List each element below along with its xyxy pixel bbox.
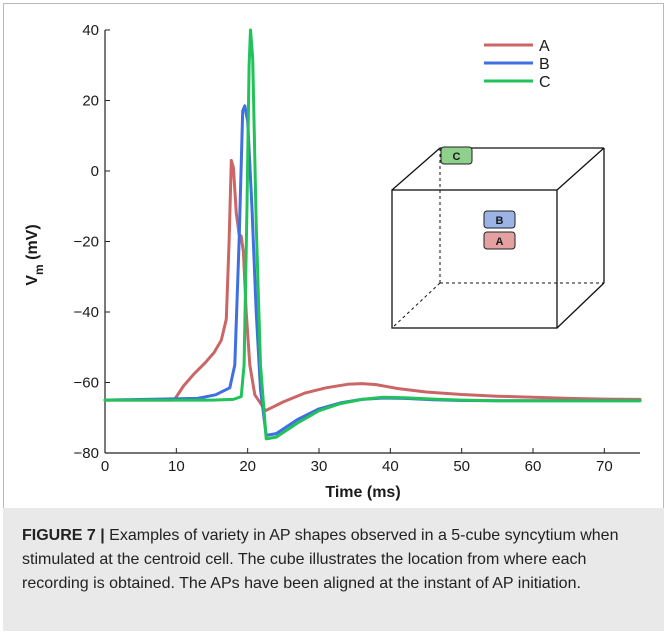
x-tick-label: 20 [239,458,256,475]
legend-label-a: A [539,38,550,55]
y-axis-label-subscript: m [32,264,46,275]
y-axis-ticks: 40 20 0 −20 −40 −60 −80 [74,22,110,462]
legend: ABC [484,38,551,91]
y-tick-label: 0 [91,163,99,180]
x-tick-label: 30 [311,458,328,475]
recording-site-box-c [440,146,473,165]
cube-front-face [391,189,558,329]
x-tick-label: 70 [596,458,613,475]
series-line-c [103,28,642,441]
x-tick-label: 50 [453,458,470,475]
series-line-a [103,158,642,413]
figure-caption: FIGURE 7 | Examples of variety in AP sha… [22,524,652,596]
recording-site-label-c: C [453,151,461,163]
y-tick-label: −80 [74,445,99,462]
x-tick-label: 60 [525,458,542,475]
recording-site-box-a [483,231,516,250]
y-axis-label-symbol: V [24,275,41,286]
y-axis-label-unit: (mV) [24,224,41,264]
y-tick-label: −60 [74,375,99,392]
x-tick-label: 0 [101,458,109,475]
x-axis-ticks: 0 10 20 30 40 50 60 70 [101,448,613,475]
y-axis-label: Vm (mV) [24,224,46,285]
cube-inset: C BA [391,146,605,329]
y-tick-label: 40 [82,22,99,39]
series-lines [103,28,642,441]
cube-hidden-edge [391,282,441,329]
cube-edge [556,147,605,191]
legend-label-b: B [539,56,550,73]
recording-site-label-a: A [496,236,504,248]
caption-background [3,508,664,631]
x-tick-label: 40 [382,458,399,475]
legend-label-c: C [539,74,551,91]
y-tick-label: −40 [74,304,99,321]
caption-label: FIGURE 7 | [22,527,105,544]
x-axis-label: Time (ms) [325,484,400,501]
y-tick-label: −20 [74,234,99,251]
cube-edge [391,147,441,191]
recording-site-label-b: B [496,215,504,227]
caption-text: Examples of variety in AP shapes observe… [22,527,619,592]
plot-axes [104,30,640,454]
x-tick-label: 10 [168,458,185,475]
cube-edge [556,282,605,329]
recording-site-box-b [483,210,516,229]
y-tick-label: 20 [82,93,99,110]
